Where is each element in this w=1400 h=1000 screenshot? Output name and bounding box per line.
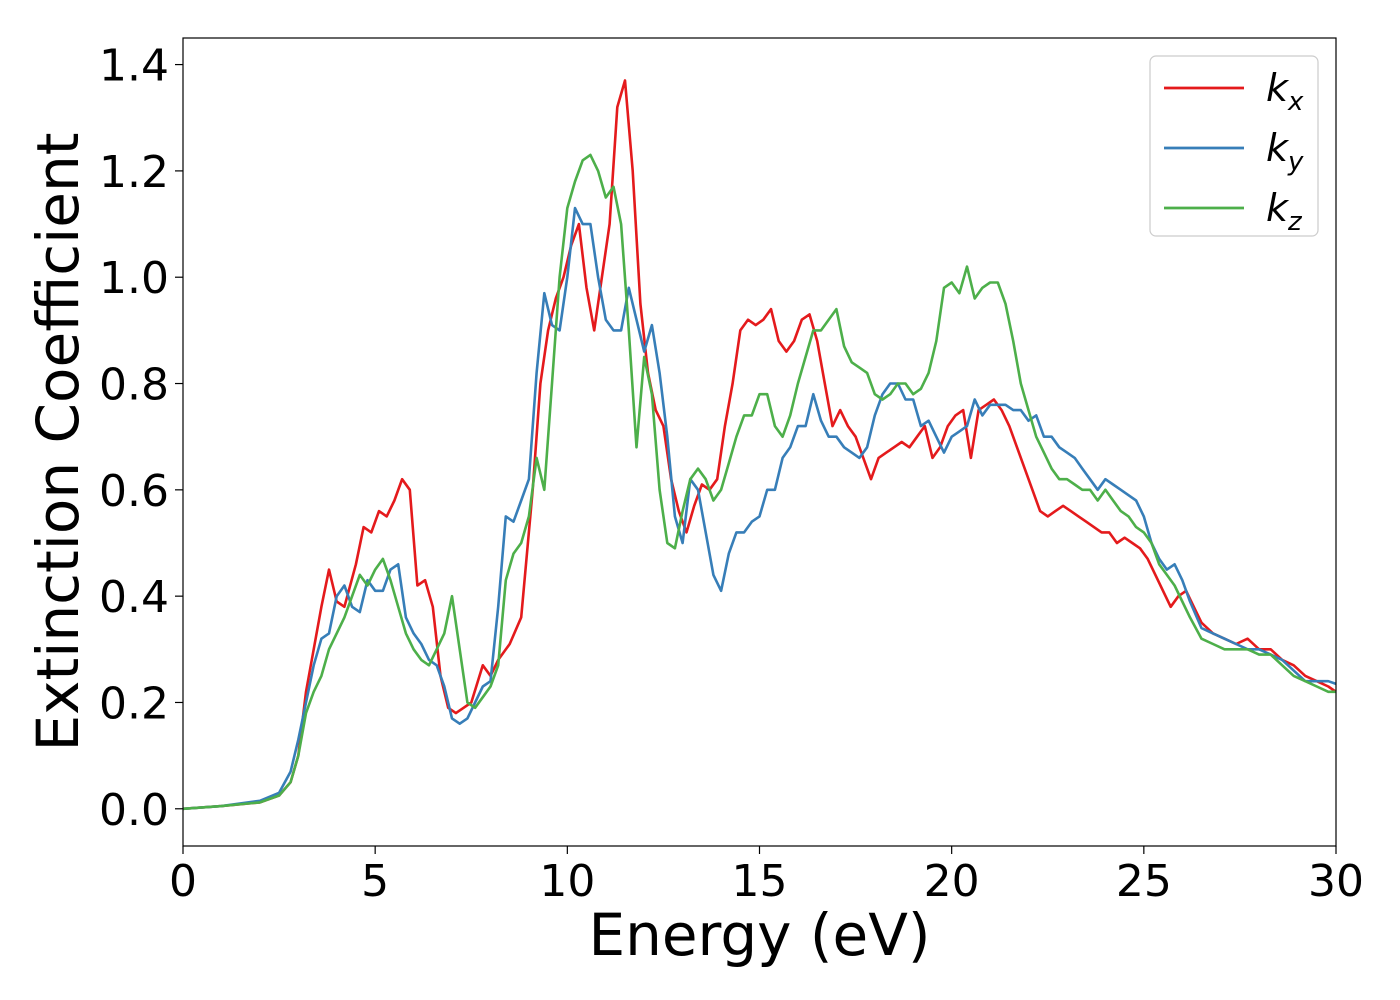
series-line-x [182, 79, 1337, 811]
y-tick-label: 0.0 [99, 785, 169, 836]
x-tick-label: 0 [169, 856, 197, 907]
legend-label-y: ky [1266, 126, 1304, 177]
y-tick-label: 1.4 [99, 41, 169, 92]
y-tick-label: 0.4 [99, 572, 169, 623]
plot-lines [182, 79, 1337, 811]
x-tick-label: 10 [539, 856, 595, 907]
y-tick-label: 0.8 [99, 360, 169, 411]
y-tick-label: 1.2 [99, 147, 169, 198]
legend-label-z: kz [1266, 186, 1303, 237]
x-tick-label: 15 [732, 856, 788, 907]
legend-box [1149, 55, 1319, 237]
x-tick-label: 20 [924, 856, 980, 907]
x-tick-label: 25 [1116, 856, 1172, 907]
x-tick-label: 5 [361, 856, 389, 907]
x-axis-label: Energy (eV) [588, 901, 930, 969]
legend-label-x: kx [1266, 66, 1304, 117]
y-tick-label: 1.0 [99, 253, 169, 304]
series-line-z [182, 153, 1336, 811]
y-axis-label: Extinction Coefficient [24, 133, 92, 752]
legend: kx ky kz [1149, 55, 1319, 237]
y-tick-label: 0.6 [99, 466, 169, 517]
x-axis: 0 5 10 15 20 25 30 [169, 846, 1364, 907]
x-tick-label: 30 [1308, 856, 1364, 907]
y-axis: 0.0 0.2 0.4 0.6 0.8 1.0 1.2 1.4 [99, 41, 183, 836]
y-tick-label: 0.2 [99, 678, 169, 729]
